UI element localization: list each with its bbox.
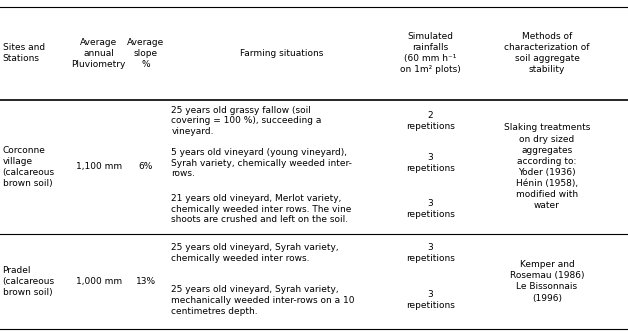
Text: 25 years old grassy fallow (soil
covering = 100 %), succeeding a
vineyard.: 25 years old grassy fallow (soil coverin… [171, 106, 322, 136]
Text: 2
repetitions: 2 repetitions [406, 111, 455, 131]
Text: 6%: 6% [139, 162, 153, 171]
Text: 1,000 mm: 1,000 mm [75, 277, 122, 286]
Text: Farming situations: Farming situations [240, 48, 323, 58]
Text: Simulated
rainfalls
(60 mm h⁻¹
on 1m² plots): Simulated rainfalls (60 mm h⁻¹ on 1m² pl… [400, 32, 460, 74]
Text: Pradel
(calcareous
brown soil): Pradel (calcareous brown soil) [3, 266, 55, 297]
Text: Slaking treatments
on dry sized
aggregates
according to:
Yoder (1936)
Hénin (195: Slaking treatments on dry sized aggregat… [504, 124, 590, 210]
Text: 25 years old vineyard, Syrah variety,
chemically weeded inter rows.: 25 years old vineyard, Syrah variety, ch… [171, 243, 339, 263]
Text: 5 years old vineyard (young vineyard),
Syrah variety, chemically weeded inter-
r: 5 years old vineyard (young vineyard), S… [171, 148, 352, 178]
Text: 3
repetitions: 3 repetitions [406, 199, 455, 219]
Text: 3
repetitions: 3 repetitions [406, 153, 455, 173]
Text: 1,100 mm: 1,100 mm [75, 162, 122, 171]
Text: Methods of
characterization of
soil aggregate
stability: Methods of characterization of soil aggr… [504, 32, 590, 74]
Text: Average
slope
%: Average slope % [127, 38, 165, 69]
Text: Average
annual
Pluviometry: Average annual Pluviometry [72, 38, 126, 69]
Text: 25 years old vineyard, Syrah variety,
mechanically weeded inter-rows on a 10
cen: 25 years old vineyard, Syrah variety, me… [171, 285, 355, 315]
Text: Sites and
Stations: Sites and Stations [3, 43, 45, 63]
Text: 3
repetitions: 3 repetitions [406, 243, 455, 263]
Text: Kemper and
Rosemau (1986)
Le Bissonnais
(1996): Kemper and Rosemau (1986) Le Bissonnais … [510, 260, 584, 302]
Text: Corconne
village
(calcareous
brown soil): Corconne village (calcareous brown soil) [3, 146, 55, 188]
Text: 13%: 13% [136, 277, 156, 286]
Text: 3
repetitions: 3 repetitions [406, 290, 455, 310]
Text: 21 years old vineyard, Merlot variety,
chemically weeded inter rows. The vine
sh: 21 years old vineyard, Merlot variety, c… [171, 194, 352, 224]
